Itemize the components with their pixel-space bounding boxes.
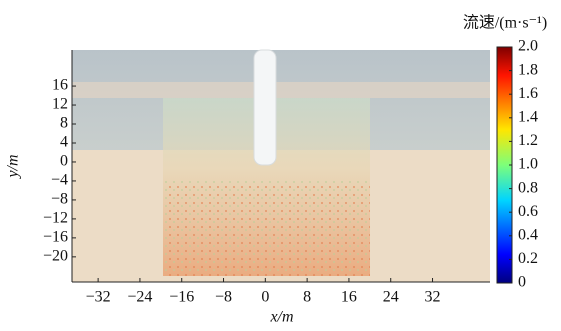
pier bbox=[253, 49, 277, 166]
colorbar-tick-label: 1.2 bbox=[518, 132, 538, 149]
y-tick-label: −8 bbox=[51, 191, 68, 208]
x-tick-label: 24 bbox=[383, 289, 399, 306]
colorbar-label: 流速/(m·s⁻¹) bbox=[463, 14, 547, 32]
x-tick-label: −16 bbox=[169, 289, 194, 306]
photo-bank bbox=[72, 82, 490, 98]
x-axis-label: x/m bbox=[269, 309, 293, 326]
y-tick-label: 0 bbox=[60, 153, 68, 170]
y-tick-label: −16 bbox=[43, 229, 68, 246]
colorbar-tick-label: 0.4 bbox=[518, 226, 538, 243]
x-tick-label: 0 bbox=[261, 289, 269, 306]
colorbar-tick-label: 2.0 bbox=[518, 38, 538, 55]
x-tick-label: −32 bbox=[86, 289, 111, 306]
x-tick-label: 32 bbox=[425, 289, 441, 306]
x-tick-label: 16 bbox=[341, 289, 357, 306]
y-tick-label: 16 bbox=[52, 77, 68, 94]
colorbar-tick-label: 1.6 bbox=[518, 85, 538, 102]
colorbar-tick-label: 1.4 bbox=[518, 108, 538, 125]
y-tick-label: −20 bbox=[43, 248, 68, 265]
y-axis-label: y/m bbox=[5, 154, 22, 179]
x-tick-label: −8 bbox=[215, 289, 232, 306]
colorbar-tick-label: 1.0 bbox=[518, 156, 538, 173]
y-tick-label: 8 bbox=[60, 115, 68, 132]
y-tick-label: −4 bbox=[51, 172, 68, 189]
y-tick-label: 12 bbox=[52, 96, 68, 113]
plot-area bbox=[72, 49, 490, 282]
colorbar-tick-label: 0.8 bbox=[518, 179, 538, 196]
colorbar-tick-label: 0.6 bbox=[518, 203, 538, 220]
x-tick-label: −24 bbox=[127, 289, 152, 306]
x-tick-label: 8 bbox=[303, 289, 311, 306]
colorbar-tick-label: 1.8 bbox=[518, 61, 538, 78]
y-tick-label: −12 bbox=[43, 210, 68, 227]
colorbar-tick-label: 0.2 bbox=[518, 250, 538, 267]
y-tick-label: 4 bbox=[60, 134, 68, 151]
colorbar-tick-label: 0 bbox=[518, 274, 526, 291]
velocity-noise bbox=[163, 180, 370, 276]
